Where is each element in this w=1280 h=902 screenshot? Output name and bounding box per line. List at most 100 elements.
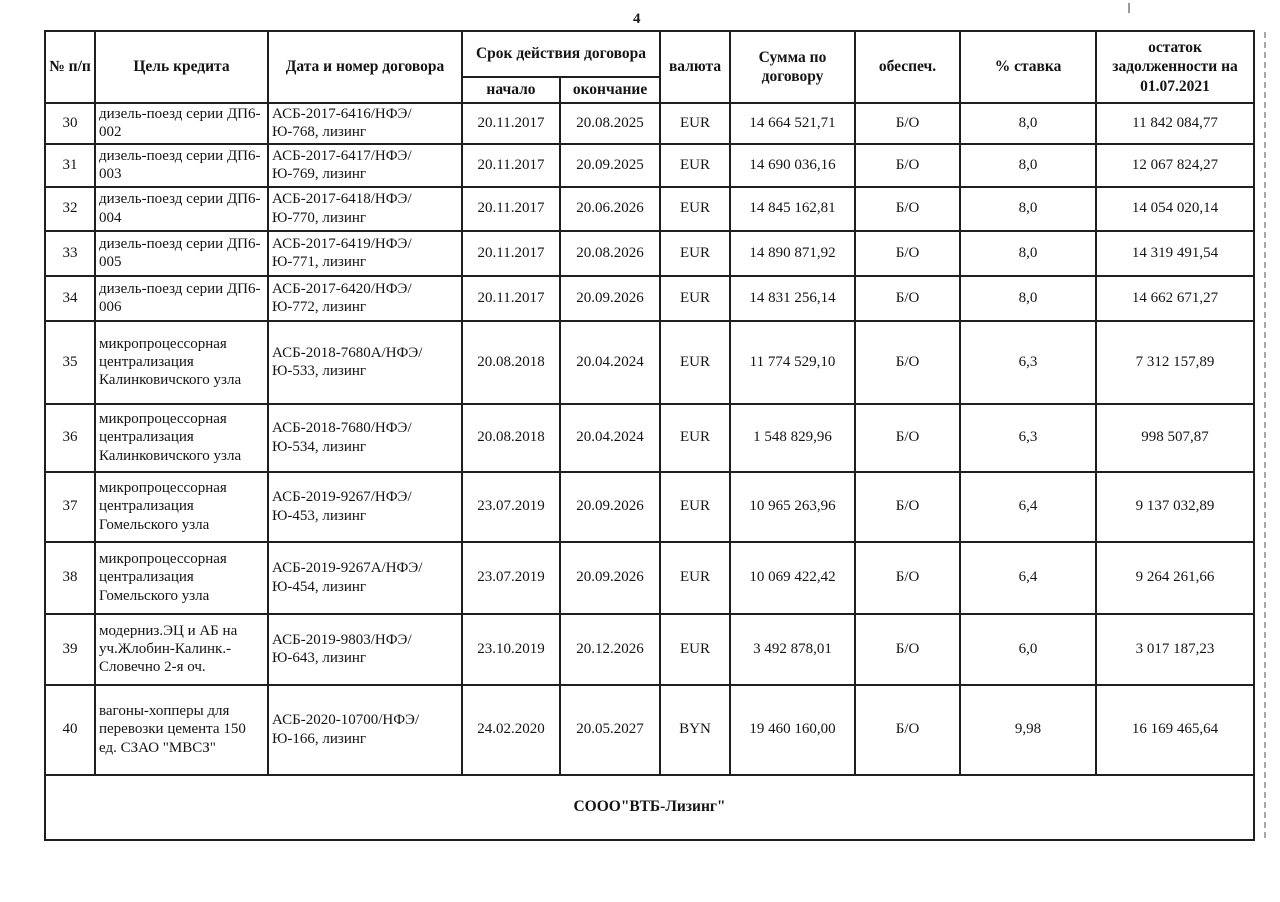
cell-currency: EUR: [659, 540, 732, 615]
cell-start: 20.08.2018: [461, 402, 561, 473]
cell-start: 20.11.2017: [461, 274, 561, 322]
table-row: 33 дизель-поезд серии ДП6-005 АСБ-2017-641…: [44, 229, 1256, 277]
footer-row: СООО"ВТБ-Лизинг": [43, 773, 1256, 841]
col-header-term-end: окончание: [558, 76, 662, 104]
cell-num: 32: [44, 185, 96, 232]
cell-currency: EUR: [659, 229, 732, 277]
cell-rate: 8,0: [959, 274, 1098, 322]
cell-purpose: дизель-поезд серии ДП6-006: [94, 274, 269, 322]
table-row: 39 модерниз.ЭЦ и АБ на уч.Жлобин-Калинк.-…: [44, 612, 1256, 686]
cell-start: 20.11.2017: [461, 185, 561, 232]
table-row: 36 микропроцессорная централизация Калинк…: [44, 402, 1256, 473]
scan-artifact-right-edge: [1264, 32, 1266, 838]
table-row: 30 дизель-поезд серии ДП6-002 АСБ-2017-641…: [44, 102, 1256, 145]
cell-contract: АСБ-2017-6420/НФЭ/Ю-772, лизинг: [267, 274, 463, 322]
table-footer: СООО"ВТБ-Лизинг": [43, 773, 1256, 841]
cell-contract: АСБ-2017-6418/НФЭ/Ю-770, лизинг: [267, 185, 463, 232]
cell-collateral: Б/О: [854, 274, 962, 322]
cell-currency: EUR: [659, 402, 732, 473]
cell-start: 23.07.2019: [461, 470, 561, 543]
cell-end: 20.05.2027: [558, 683, 662, 776]
cell-contract: АСБ-2018-7680А/НФЭ/Ю-533, лизинг: [267, 319, 463, 405]
cell-collateral: Б/О: [854, 319, 962, 405]
cell-currency: EUR: [659, 274, 732, 322]
cell-contract: АСБ-2020-10700/НФЭ/Ю-166, лизинг: [267, 683, 463, 776]
cell-purpose: микропроцессорная централизация Гомельск…: [94, 470, 269, 543]
cell-collateral: Б/О: [854, 142, 962, 188]
cell-balance: 12 067 824,27: [1095, 142, 1256, 188]
table-row: 40 вагоны-хопперы для перевозки цемента 1…: [44, 683, 1256, 776]
cell-balance: 16 169 465,64: [1095, 683, 1256, 776]
header-row-sub: начало окончание: [45, 76, 1254, 104]
cell-balance: 998 507,87: [1095, 402, 1256, 473]
col-header-amount: Сумма по договору: [729, 30, 857, 104]
cell-rate: 6,3: [959, 319, 1098, 405]
cell-end: 20.09.2025: [558, 142, 662, 188]
cell-amount: 11 774 529,10: [729, 319, 857, 405]
cell-amount: 1 548 829,96: [729, 402, 857, 473]
credit-table: № п/п Цель кредита Дата и номер договора…: [43, 30, 1256, 841]
cell-start: 23.07.2019: [461, 540, 561, 615]
cell-rate: 8,0: [959, 229, 1098, 277]
cell-start: 20.11.2017: [461, 102, 561, 145]
cell-num: 38: [44, 540, 96, 615]
cell-amount: 14 831 256,14: [729, 274, 857, 322]
cell-num: 36: [44, 402, 96, 473]
cell-currency: EUR: [659, 102, 732, 145]
cell-rate: 6,4: [959, 470, 1098, 543]
cell-currency: EUR: [659, 142, 732, 188]
col-header-num: № п/п: [44, 30, 96, 104]
cell-collateral: Б/О: [854, 185, 962, 232]
cell-rate: 9,98: [959, 683, 1098, 776]
cell-end: 20.09.2026: [558, 470, 662, 543]
table-row: 32 дизель-поезд серии ДП6-004 АСБ-2017-641…: [44, 185, 1256, 232]
cell-rate: 8,0: [959, 102, 1098, 145]
cell-start: 20.11.2017: [461, 229, 561, 277]
cell-num: 34: [44, 274, 96, 322]
cell-collateral: Б/О: [854, 229, 962, 277]
table-body: 30 дизель-поезд серии ДП6-002 АСБ-2017-641…: [44, 102, 1256, 776]
cell-end: 20.12.2026: [558, 612, 662, 686]
cell-balance: 11 842 084,77: [1095, 102, 1256, 145]
cell-start: 20.08.2018: [461, 319, 561, 405]
cell-end: 20.04.2024: [558, 319, 662, 405]
cell-purpose: микропроцессорная централизация Калинков…: [94, 319, 269, 405]
cell-purpose: микропроцессорная централизация Калинков…: [94, 402, 269, 473]
cell-collateral: Б/О: [854, 540, 962, 615]
cell-amount: 14 664 521,71: [729, 102, 857, 145]
col-header-currency: валюта: [659, 30, 732, 104]
cell-rate: 6,4: [959, 540, 1098, 615]
cell-purpose: модерниз.ЭЦ и АБ на уч.Жлобин-Калинк.-Сл…: [94, 612, 269, 686]
cell-purpose: вагоны-хопперы для перевозки цемента 150…: [94, 683, 269, 776]
cell-purpose: микропроцессорная централизация Гомельск…: [94, 540, 269, 615]
cell-currency: EUR: [659, 470, 732, 543]
cell-end: 20.06.2026: [558, 185, 662, 232]
cell-num: 40: [44, 683, 96, 776]
cell-num: 37: [44, 470, 96, 543]
cell-start: 20.11.2017: [461, 142, 561, 188]
cell-balance: 14 662 671,27: [1095, 274, 1256, 322]
cell-rate: 6,0: [959, 612, 1098, 686]
cell-contract: АСБ-2017-6417/НФЭ/Ю-769, лизинг: [267, 142, 463, 188]
table-row: 38 микропроцессорная централизация Гомель…: [44, 540, 1256, 615]
table-header: № п/п Цель кредита Дата и номер договора…: [44, 30, 1256, 104]
cell-balance: 14 054 020,14: [1095, 185, 1256, 232]
cell-purpose: дизель-поезд серии ДП6-003: [94, 142, 269, 188]
col-header-rate: % ставка: [959, 30, 1098, 104]
cell-contract: АСБ-2017-6419/НФЭ/Ю-771, лизинг: [267, 229, 463, 277]
col-header-purpose: Цель кредита: [94, 30, 269, 104]
cell-currency: BYN: [659, 683, 732, 776]
cell-rate: 6,3: [959, 402, 1098, 473]
cell-currency: EUR: [659, 612, 732, 686]
cell-start: 24.02.2020: [461, 683, 561, 776]
col-header-balance: остаток задолженности на 01.07.2021: [1095, 30, 1256, 104]
cell-currency: EUR: [659, 185, 732, 232]
lessor-name: СООО"ВТБ-Лизинг": [43, 773, 1256, 841]
cell-collateral: Б/О: [854, 402, 962, 473]
cell-rate: 8,0: [959, 185, 1098, 232]
table-row: 35 микропроцессорная централизация Калинк…: [44, 319, 1256, 405]
cell-purpose: дизель-поезд серии ДП6-004: [94, 185, 269, 232]
cell-amount: 14 890 871,92: [729, 229, 857, 277]
cell-end: 20.04.2024: [558, 402, 662, 473]
cell-balance: 9 137 032,89: [1095, 470, 1256, 543]
